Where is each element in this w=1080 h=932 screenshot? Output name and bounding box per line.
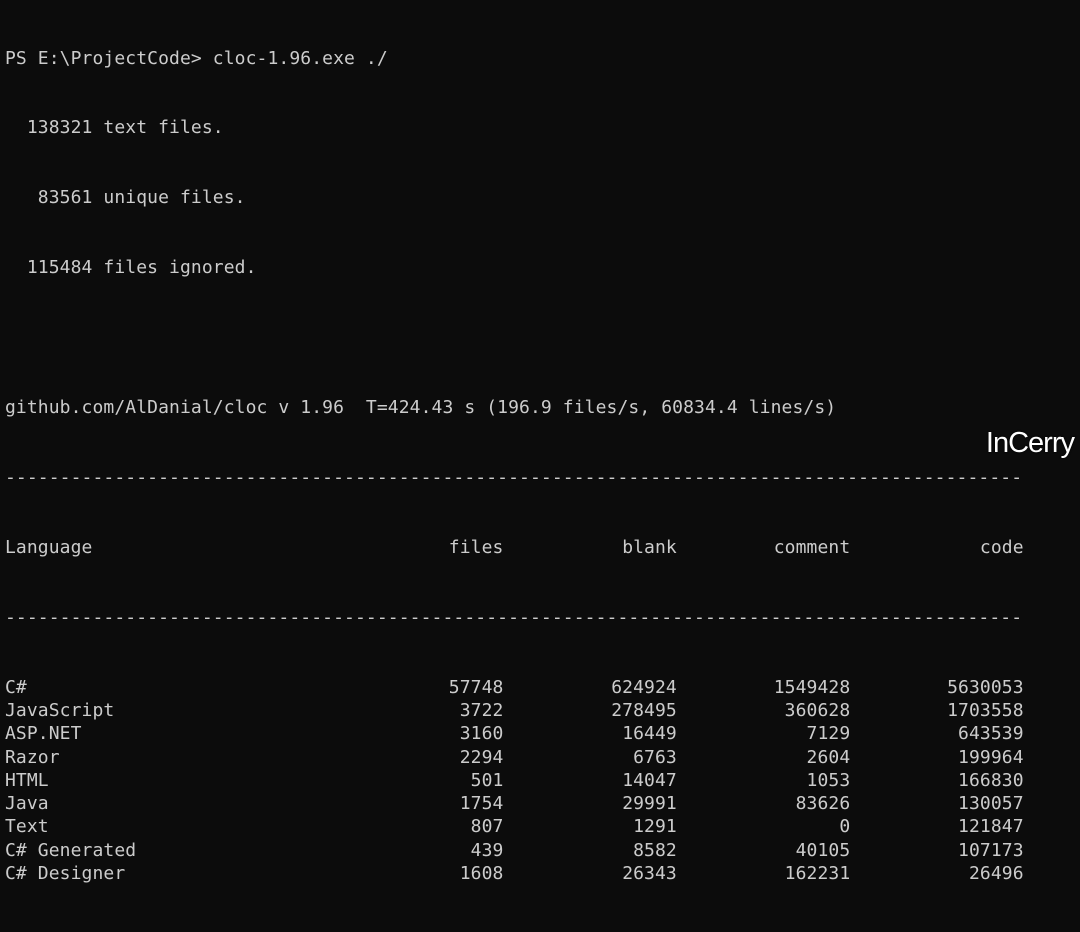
cell-files: 2294 — [352, 746, 504, 769]
column-comment: comment — [677, 536, 850, 559]
cell-blank: 26343 — [503, 862, 676, 885]
summary-unique-files: 83561 unique files. — [5, 186, 1024, 209]
cell-files: 501 — [352, 769, 504, 792]
cell-comment: 162231 — [677, 862, 850, 885]
cell-comment: 2604 — [677, 746, 850, 769]
summary-text-files: 138321 text files. — [5, 116, 1024, 139]
cell-comment: 360628 — [677, 699, 850, 722]
column-language: Language — [5, 536, 352, 559]
cell-language: C# — [5, 676, 352, 699]
cell-language: Razor — [5, 746, 352, 769]
cell-code: 107173 — [850, 839, 1023, 862]
cell-code: 130057 — [850, 792, 1023, 815]
command-prompt: PS E:\ProjectCode> cloc-1.96.exe ./ — [5, 47, 1024, 70]
cell-code: 121847 — [850, 815, 1023, 838]
table-header: Language files blank comment code — [5, 536, 1024, 559]
cell-files: 807 — [352, 815, 504, 838]
cell-comment: 1053 — [677, 769, 850, 792]
cell-blank: 1291 — [503, 815, 676, 838]
cell-language: C# Designer — [5, 862, 352, 885]
blank-line — [5, 326, 1024, 349]
cell-language: Java — [5, 792, 352, 815]
cell-files: 1608 — [352, 862, 504, 885]
divider: ----------------------------------------… — [5, 606, 1024, 629]
cell-language: C# Generated — [5, 839, 352, 862]
summary-ignored-files: 115484 files ignored. — [5, 256, 1024, 279]
cell-blank: 624924 — [503, 676, 676, 699]
cell-comment: 40105 — [677, 839, 850, 862]
column-files: files — [352, 536, 504, 559]
column-code: code — [850, 536, 1023, 559]
cloc-version-line: github.com/AlDanial/cloc v 1.96 T=424.43… — [5, 396, 1024, 419]
cell-blank: 6763 — [503, 746, 676, 769]
cell-files: 3722 — [352, 699, 504, 722]
cell-blank: 16449 — [503, 722, 676, 745]
cell-language: HTML — [5, 769, 352, 792]
cell-code: 5630053 — [850, 676, 1023, 699]
cell-language: Text — [5, 815, 352, 838]
cell-language: JavaScript — [5, 699, 352, 722]
cell-blank: 14047 — [503, 769, 676, 792]
cell-code: 643539 — [850, 722, 1023, 745]
watermark: InCerry — [986, 427, 1074, 460]
divider: ----------------------------------------… — [5, 466, 1024, 489]
cell-comment: 1549428 — [677, 676, 850, 699]
cell-code: 199964 — [850, 746, 1023, 769]
cell-comment: 0 — [677, 815, 850, 838]
cell-files: 57748 — [352, 676, 504, 699]
column-blank: blank — [503, 536, 676, 559]
cell-code: 26496 — [850, 862, 1023, 885]
cell-blank: 278495 — [503, 699, 676, 722]
cell-code: 1703558 — [850, 699, 1023, 722]
cell-files: 3160 — [352, 722, 504, 745]
cell-files: 1754 — [352, 792, 504, 815]
terminal-output: PS E:\ProjectCode> cloc-1.96.exe ./ 1383… — [5, 0, 1024, 932]
cell-blank: 29991 — [503, 792, 676, 815]
cell-language: ASP.NET — [5, 722, 352, 745]
cell-comment: 7129 — [677, 722, 850, 745]
cell-files: 439 — [352, 839, 504, 862]
cell-blank: 8582 — [503, 839, 676, 862]
cell-code: 166830 — [850, 769, 1023, 792]
cell-comment: 83626 — [677, 792, 850, 815]
